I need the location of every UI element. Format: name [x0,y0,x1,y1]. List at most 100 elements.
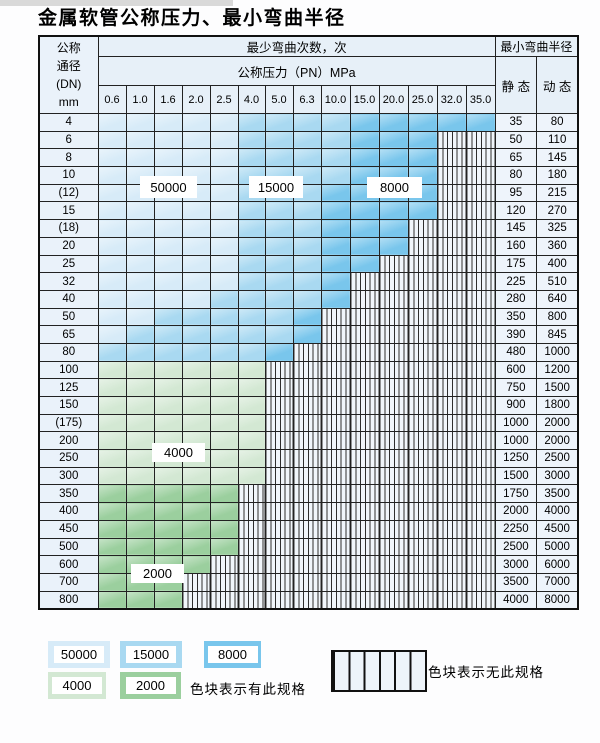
no-spec-cell [465,555,496,574]
no-spec-cell [407,502,438,521]
no-spec-cell [465,130,496,150]
spec-cell-8000 [436,113,467,132]
no-spec-cell [181,590,211,610]
spec-cell-50000 [209,254,239,274]
no-spec-cell [378,537,409,557]
table-row: 125 750 1500 [38,378,579,397]
dn-cell: (12) [38,183,99,203]
legend-no-spec-note: 色块表示无此规格 [428,665,544,680]
spec-cell-8000 [349,236,380,256]
no-spec-cell [407,236,438,256]
pressure-header-cell: 6.3 [292,85,322,114]
pressure-header-cell: 2.0 [181,85,211,114]
no-spec-cell [349,307,380,327]
no-spec-cell [378,555,409,574]
no-spec-cell [349,449,380,468]
spec-cell-2000 [97,484,127,504]
dn-cell: 32 [38,272,99,291]
no-spec-cell [407,413,438,433]
spec-cell-8000 [378,148,409,168]
spec-cell-8000 [407,201,438,221]
spec-cell-50000 [181,201,211,221]
no-spec-cell [465,378,496,397]
static-radius-cell: 2000 [494,502,538,521]
no-spec-cell [407,254,438,274]
static-radius-cell: 160 [494,236,538,256]
spec-cell-8000 [264,342,294,362]
pressure-header-cell: 32.0 [436,85,467,114]
no-spec-cell [264,484,294,504]
static-radius-cell: 145 [494,219,538,238]
dynamic-radius-cell: 1200 [536,360,579,380]
spec-cell-15000 [264,148,294,168]
no-spec-cell [436,413,467,433]
spec-cell-2000 [125,537,155,557]
dynamic-column-header: 动 态 [536,56,579,114]
spec-cell-15000 [125,342,155,362]
no-spec-cell [436,590,467,610]
table-row: 450 2250 4500 [38,519,579,539]
dynamic-radius-cell: 3000 [536,466,579,486]
spec-cell-2000 [153,590,183,610]
spec-cell-2000 [153,484,183,504]
spec-cell-50000 [153,113,183,132]
spec-cell-15000 [237,166,266,185]
dynamic-radius-cell: 400 [536,254,579,274]
dn-cell: 200 [38,431,99,451]
no-spec-cell [349,519,380,539]
no-spec-cell [407,537,438,557]
table-row: 250 1250 2500 [38,449,579,468]
no-spec-cell [407,431,438,451]
spec-cell-4000 [125,396,155,415]
no-spec-cell [320,413,351,433]
no-spec-cell [264,360,294,380]
table-row: 25 175 400 [38,254,579,274]
spec-cell-50000 [125,236,155,256]
table-row: 700 3500 7000 [38,572,579,592]
no-spec-cell [465,449,496,468]
no-spec-cell [378,502,409,521]
spec-cell-50000 [97,166,127,185]
no-spec-cell [378,396,409,415]
spec-cell-8000 [407,148,438,168]
pressure-header-cell: 1.6 [153,85,183,114]
spec-cell-50000 [181,272,211,291]
no-spec-cell [378,254,409,274]
no-spec-cell [407,360,438,380]
spec-cell-15000 [264,236,294,256]
table-row: 300 1500 3000 [38,466,579,486]
no-spec-cell [349,555,380,574]
static-radius-cell: 3000 [494,555,538,574]
no-spec-cell [264,502,294,521]
no-spec-cell [264,555,294,574]
spec-cell-4000 [153,378,183,397]
spec-cell-15000 [209,342,239,362]
no-spec-cell [436,219,467,238]
no-spec-cell [465,342,496,362]
no-spec-cell [320,325,351,344]
dn-cell: 6 [38,130,99,150]
spec-cell-50000 [181,113,211,132]
dn-cell: 50 [38,307,99,327]
no-spec-cell [465,431,496,451]
no-spec-cell [378,466,409,486]
table-row: (18) 145 325 [38,219,579,238]
dynamic-radius-cell: 800 [536,307,579,327]
legend-swatch-2000: 2000 [120,672,181,699]
spec-cell-4000 [237,413,266,433]
no-spec-cell [209,590,239,610]
static-radius-cell: 1500 [494,466,538,486]
spec-cell-50000 [181,148,211,168]
spec-cell-50000 [181,130,211,150]
spec-cell-4000 [153,413,183,433]
spec-cell-50000 [209,201,239,221]
no-spec-cell [378,289,409,309]
dynamic-radius-cell: 6000 [536,555,579,574]
spec-cell-15000 [97,342,127,362]
no-spec-cell [436,449,467,468]
no-spec-cell [465,590,496,610]
spec-cell-15000 [237,201,266,221]
no-spec-cell [237,484,266,504]
dn-cell: 8 [38,148,99,168]
spec-cell-50000 [209,113,239,132]
